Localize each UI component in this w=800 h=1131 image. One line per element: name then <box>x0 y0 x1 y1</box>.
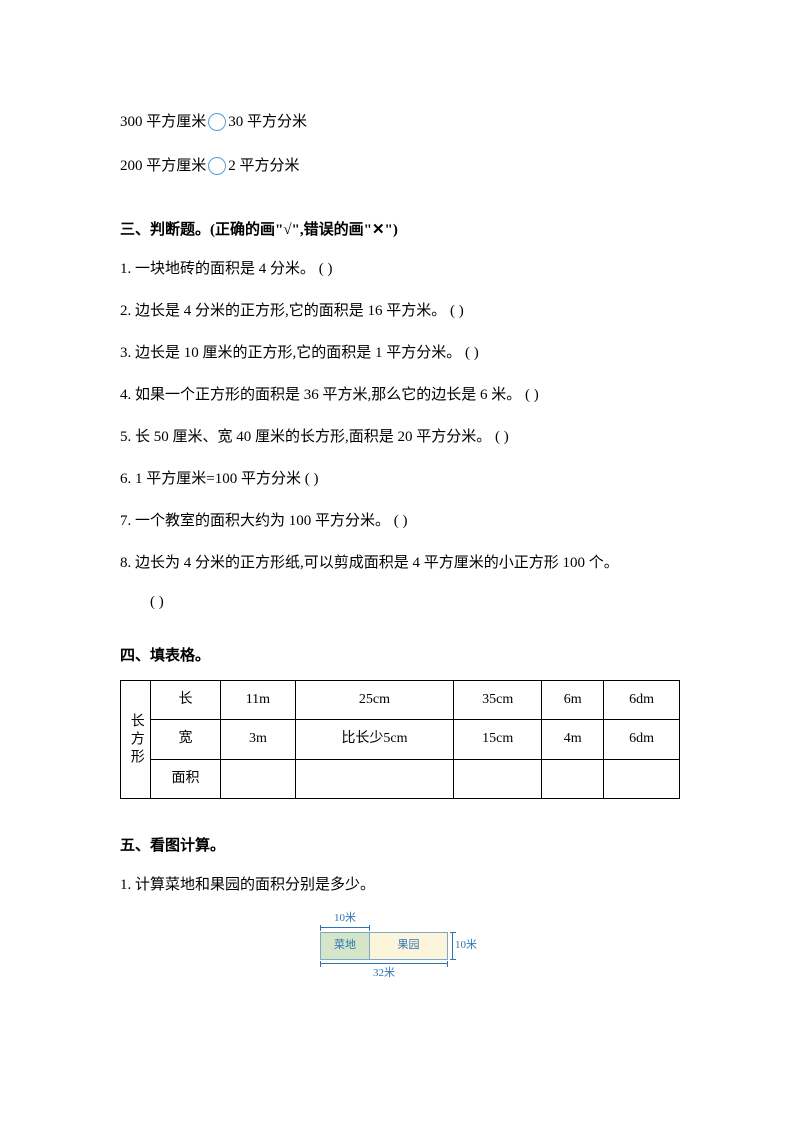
c2-wid: 比长少5cm <box>295 720 453 759</box>
c5-area <box>604 759 680 798</box>
q3-7: 7. 一个教室的面积大约为 100 平方分米。 ( ) <box>120 506 680 536</box>
caidi-box: 菜地 <box>320 932 370 960</box>
c1-area <box>221 759 296 798</box>
label-length: 长 <box>151 681 221 720</box>
q3-1: 1. 一块地砖的面积是 4 分米。 ( ) <box>120 254 680 284</box>
label-width: 宽 <box>151 720 221 759</box>
c4-area <box>542 759 604 798</box>
comp2-left: 200 平方厘米 <box>120 154 206 178</box>
dim-right-line <box>452 932 453 960</box>
circle-icon <box>208 113 226 131</box>
dim-top-line <box>320 927 370 928</box>
c2-area <box>295 759 453 798</box>
comp1-right: 30 平方分米 <box>228 110 307 134</box>
q3-6: 6. 1 平方厘米=100 平方分米 ( ) <box>120 464 680 494</box>
table-rowhead: 长方形 <box>121 681 151 799</box>
q3-4: 4. 如果一个正方形的面积是 36 平方米,那么它的边长是 6 米。 ( ) <box>120 380 680 410</box>
c1-wid: 3m <box>221 720 296 759</box>
q3-2: 2. 边长是 4 分米的正方形,它的面积是 16 平方米。 ( ) <box>120 296 680 326</box>
q5-1: 1. 计算菜地和果园的面积分别是多少。 <box>120 870 680 900</box>
dim-bottom-line <box>320 963 448 964</box>
q3-5: 5. 长 50 厘米、宽 40 厘米的长方形,面积是 20 平方分米。 ( ) <box>120 422 680 452</box>
section5-heading: 五、看图计算。 <box>120 834 680 858</box>
section4-heading: 四、填表格。 <box>120 644 680 668</box>
comparison-row-1: 300 平方厘米 30 平方分米 <box>120 110 680 134</box>
guoyuan-box: 果园 <box>370 932 448 960</box>
comp1-left: 300 平方厘米 <box>120 110 206 134</box>
fill-table: 长方形 长 11m 25cm 35cm 6m 6dm 宽 3m 比长少5cm 1… <box>120 680 680 799</box>
q3-3: 3. 边长是 10 厘米的正方形,它的面积是 1 平方分米。 ( ) <box>120 338 680 368</box>
c3-area <box>454 759 542 798</box>
c5-wid: 6dm <box>604 720 680 759</box>
circle-icon <box>208 157 226 175</box>
c4-len: 6m <box>542 681 604 720</box>
q3-8: 8. 边长为 4 分米的正方形纸,可以剪成面积是 4 平方厘米的小正方形 100… <box>120 548 680 578</box>
comp2-right: 2 平方分米 <box>228 154 299 178</box>
diagram-boxes: 菜地 果园 <box>320 932 448 960</box>
c4-wid: 4m <box>542 720 604 759</box>
c3-len: 35cm <box>454 681 542 720</box>
dim-right-label: 10米 <box>455 937 477 955</box>
dim-bottom-label: 32米 <box>320 965 448 983</box>
area-diagram: 10米 菜地 果园 10米 32米 <box>320 915 480 985</box>
dim-top-label: 10米 <box>320 910 370 928</box>
q3-8-paren: ( ) <box>150 590 680 614</box>
label-area: 面积 <box>151 759 221 798</box>
c1-len: 11m <box>221 681 296 720</box>
diagram-container: 10米 菜地 果园 10米 32米 <box>120 915 680 985</box>
c2-len: 25cm <box>295 681 453 720</box>
comparison-row-2: 200 平方厘米 2 平方分米 <box>120 154 680 178</box>
dim-right: 10米 <box>452 932 477 960</box>
c3-wid: 15cm <box>454 720 542 759</box>
c5-len: 6dm <box>604 681 680 720</box>
section3-heading: 三、判断题。(正确的画"√",错误的画"✕") <box>120 218 680 242</box>
